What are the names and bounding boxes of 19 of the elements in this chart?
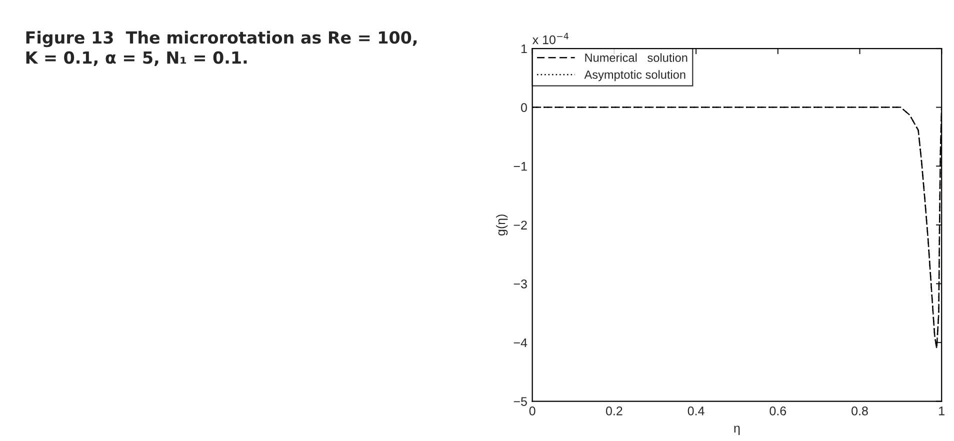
y-tick-label: −1 — [514, 162, 527, 171]
text: x 10$^{−4}$ — [532, 32, 568, 44]
x-tick-label: 0.2 — [606, 406, 622, 416]
legend-label: Numerical solution — [585, 53, 688, 62]
x-tick-label: 0.4 — [688, 406, 704, 416]
legend-label: Asymptotic solution — [584, 70, 686, 82]
x-tick-label: 0.8 — [852, 406, 868, 416]
y-tick-label: −3 — [514, 280, 527, 288]
y-tick-label: −5 — [514, 397, 527, 406]
y-tick-label: 1 — [521, 44, 527, 54]
x-tick-label: 0.6 — [770, 406, 786, 416]
y-tick-label: −2 — [514, 220, 527, 230]
y-axis-title: g(η) — [496, 214, 508, 236]
text: Figure 13 The microrotation as Re = 100, K = 0.1, α = 5, N₁ = 0.1. — [26, 30, 417, 66]
y-tick-label: 0 — [521, 103, 527, 112]
y-tick-label: −4 — [514, 338, 528, 348]
x-axis-title: η — [734, 426, 740, 436]
x-tick-label: 0 — [529, 406, 536, 416]
x-tick-label: 1 — [939, 406, 944, 416]
